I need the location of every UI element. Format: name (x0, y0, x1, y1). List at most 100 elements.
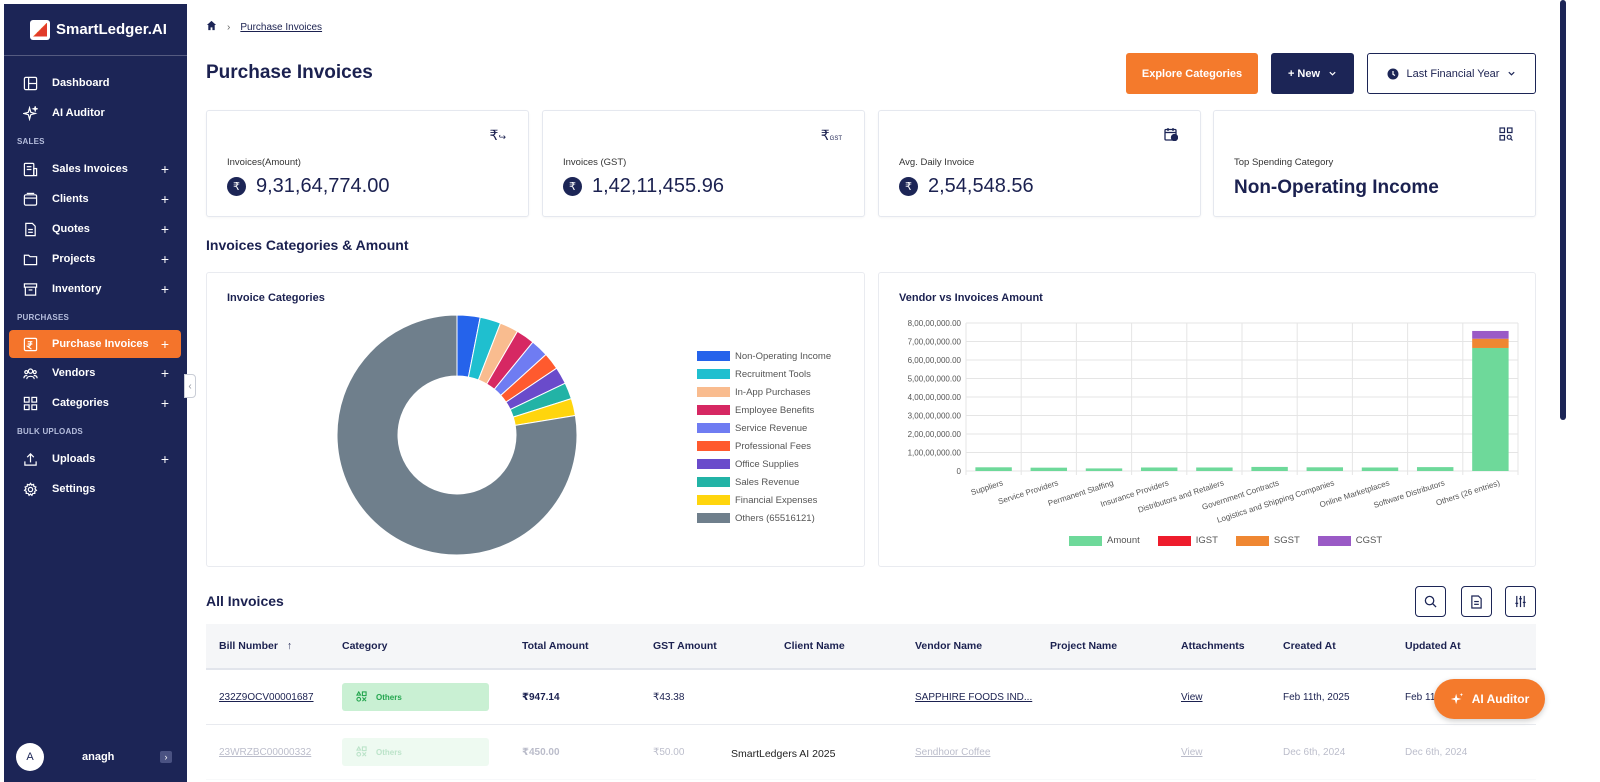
sidebar-item-label: Uploads (52, 453, 96, 465)
sidebar-collapse-handle[interactable]: ‹ (184, 374, 196, 398)
expand-plus-icon[interactable]: + (160, 336, 169, 352)
column-header-category[interactable]: Category (342, 640, 388, 652)
expand-plus-icon[interactable]: + (160, 451, 169, 467)
sidebar-item-sales-invoices[interactable]: Sales Invoices + (4, 154, 187, 184)
sidebar-item-quotes[interactable]: Quotes + (4, 214, 187, 244)
bar-amount-service-providers[interactable] (1030, 467, 1068, 471)
bar-amount-software-distributors[interactable] (1416, 467, 1454, 471)
expand-plus-icon[interactable]: + (160, 161, 169, 177)
bar-amount-permanent-staffing[interactable] (1085, 468, 1123, 471)
new-button[interactable]: + New (1271, 53, 1354, 94)
column-header-gst-amount[interactable]: GST Amount (653, 640, 717, 652)
bar-sgst-others-26-entries[interactable] (1472, 338, 1509, 348)
total-amount-cell: ₹947.14 (522, 691, 560, 703)
brand[interactable]: SmartLedger.AI (4, 4, 187, 56)
kpi-value-text: 9,31,64,774.00 (256, 175, 390, 197)
column-header-total-amount[interactable]: Total Amount (522, 640, 589, 652)
legend-item-cgst[interactable]: CGST (1317, 535, 1382, 546)
expand-plus-icon[interactable]: + (160, 221, 169, 237)
sidebar-item-categories[interactable]: Categories + (4, 388, 187, 418)
legend-item-others-65516121[interactable]: Others (65516121) (697, 509, 831, 527)
bill-number-link[interactable]: 23WRZBC00000332 (219, 746, 312, 758)
chevron-right-icon[interactable]: › (160, 751, 172, 763)
user-profile[interactable]: A anagh › (4, 742, 187, 772)
legend-item-igst[interactable]: IGST (1157, 535, 1218, 546)
bar-amount-insurance-providers[interactable] (1140, 467, 1178, 471)
bar-amount-distributors-and-retailers[interactable] (1196, 467, 1233, 471)
sidebar-item-purchase-invoices[interactable]: Purchase Invoices + (9, 330, 181, 358)
legend-item-non-operating-income[interactable]: Non-Operating Income (697, 347, 831, 365)
explore-categories-button[interactable]: Explore Categories (1126, 53, 1258, 94)
expand-plus-icon[interactable]: + (160, 251, 169, 267)
search-button[interactable] (1415, 586, 1446, 617)
sidebar-item-ai-auditor[interactable]: AI Auditor (4, 98, 187, 128)
period-select[interactable]: Last Financial Year (1367, 53, 1536, 94)
column-header-updated-at[interactable]: Updated At (1405, 640, 1461, 652)
legend-item-recruitment-tools[interactable]: Recruitment Tools (697, 365, 831, 383)
bar-amount-government-contracts[interactable] (1251, 466, 1288, 471)
upload-icon (22, 451, 38, 467)
legend-item-service-revenue[interactable]: Service Revenue (697, 419, 831, 437)
column-header-created-at[interactable]: Created At (1283, 640, 1336, 652)
sidebar-item-inventory[interactable]: Inventory + (4, 274, 187, 304)
rupee-icon: ₹ (563, 177, 582, 196)
legend-swatch (1235, 535, 1269, 546)
kpi-value: ₹ 1,42,11,455.96 (563, 175, 724, 198)
table-row[interactable]: 232Z9OCV00001687 Others ₹947.14 ₹43.38 S… (206, 670, 1536, 725)
bar-amount-logistics-and-shipping-companies[interactable] (1306, 467, 1344, 471)
donut-slice-others-65516121[interactable] (336, 314, 578, 556)
legend-item-employee-benefits[interactable]: Employee Benefits (697, 401, 831, 419)
export-button[interactable] (1461, 586, 1492, 617)
ai-auditor-floating-button[interactable]: AI Auditor (1434, 679, 1545, 719)
column-header-vendor-name[interactable]: Vendor Name (915, 640, 983, 652)
legend-item-in-app-purchases[interactable]: In-App Purchases (697, 383, 831, 401)
expand-plus-icon[interactable]: + (160, 281, 169, 297)
categories-grid-icon (22, 395, 38, 411)
expand-plus-icon[interactable]: + (160, 365, 169, 381)
table-header: Bill Number ↑ Category Total Amount GST … (206, 624, 1536, 670)
bar-amount-online-marketplaces[interactable] (1361, 467, 1399, 471)
attachment-view-link[interactable]: View (1181, 746, 1203, 758)
legend-item-financial-expenses[interactable]: Financial Expenses (697, 491, 831, 509)
legend-item-amount[interactable]: Amount (1069, 535, 1140, 546)
avatar[interactable]: A (16, 743, 44, 771)
sidebar-item-settings[interactable]: Settings (4, 474, 187, 504)
page-scrollbar[interactable] (1560, 0, 1566, 420)
sidebar-item-projects[interactable]: Projects + (4, 244, 187, 274)
vendor-name-link[interactable]: Sendhoor Coffee (915, 746, 991, 758)
column-header-client-name[interactable]: Client Name (784, 640, 845, 652)
legend-item-sales-revenue[interactable]: Sales Revenue (697, 473, 831, 491)
column-header-bill-number[interactable]: Bill Number ↑ (206, 640, 329, 652)
y-tick-label: 8,00,00,000.00 (908, 319, 962, 328)
expand-plus-icon[interactable]: + (160, 395, 169, 411)
attachment-view-link[interactable]: View (1181, 691, 1203, 703)
sidebar-item-label: Sales Invoices (52, 163, 128, 175)
vendor-name-link[interactable]: SAPPHIRE FOODS IND... (915, 691, 1033, 703)
table-row[interactable]: 23WRZBC00000332 Others ₹450.00 ₹50.00 Se… (206, 725, 1536, 780)
sidebar-item-clients[interactable]: Clients + (4, 184, 187, 214)
sidebar-item-dashboard[interactable]: Dashboard (4, 68, 187, 98)
bar-cgst-others-26-entries[interactable] (1472, 330, 1509, 339)
home-icon[interactable] (206, 20, 217, 34)
legend-item-professional-fees[interactable]: Professional Fees (697, 437, 831, 455)
bill-number-link[interactable]: 232Z9OCV00001687 (219, 691, 314, 703)
legend-label: IGST (1195, 535, 1218, 546)
legend-item-office-supplies[interactable]: Office Supplies (697, 455, 831, 473)
bar-amount-suppliers[interactable] (975, 467, 1012, 471)
sidebar-item-uploads[interactable]: Uploads + (4, 444, 187, 474)
y-tick-label: 3,00,00,000.00 (908, 412, 962, 421)
sidebar-item-label: Clients (52, 193, 89, 205)
sidebar-item-vendors[interactable]: Vendors + (4, 358, 187, 388)
sort-arrow-up-icon[interactable]: ↑ (286, 640, 293, 652)
legend-item-sgst[interactable]: SGST (1235, 535, 1300, 546)
expand-plus-icon[interactable]: + (160, 191, 169, 207)
sparkle-icon (22, 105, 38, 121)
kpi-label: Invoices (GST) (563, 157, 627, 168)
category-badge: Others (342, 738, 489, 766)
column-header-project-name[interactable]: Project Name (1050, 640, 1118, 652)
column-header-attachments[interactable]: Attachments (1181, 640, 1245, 652)
filter-button[interactable] (1505, 586, 1536, 617)
breadcrumb-current[interactable]: Purchase Invoices (240, 21, 323, 33)
bar-amount-others-26-entries[interactable] (1472, 347, 1509, 471)
page-title: Purchase Invoices (206, 62, 373, 83)
